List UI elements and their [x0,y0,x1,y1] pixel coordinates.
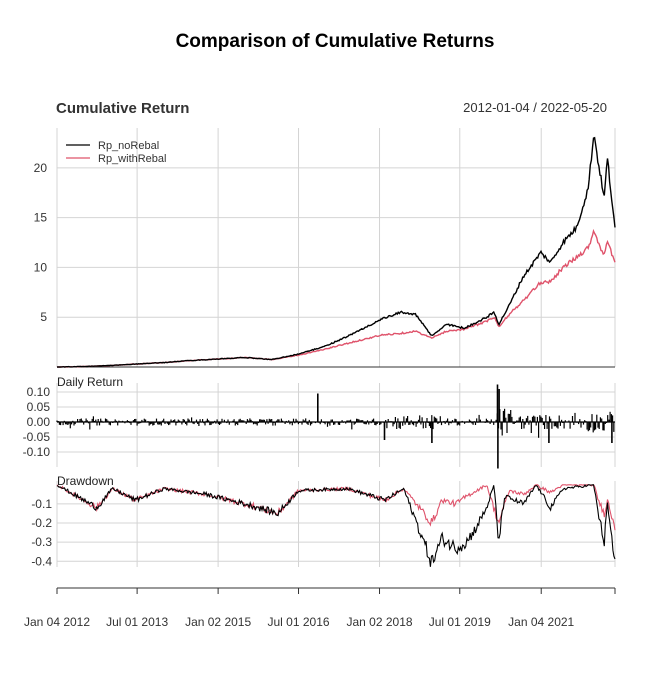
drawdown-panel: Drawdown -0.1 -0.2 -0.3 -0.4 [31,474,616,568]
cum-ytick-1: 10 [34,260,48,274]
dd-ytick-3: -0.4 [31,554,52,568]
daily-ytick-2: 0.00 [27,415,51,429]
x-tick-label-2: Jan 02 2015 [185,615,251,629]
drawdown-line-rp-norebal [56,483,616,567]
x-tick-label-3: Jul 01 2016 [267,615,329,629]
dd-ytick-1: -0.2 [31,516,52,530]
chart-subtitle: Cumulative Return [56,100,189,117]
cum-ytick-0: 5 [40,310,47,324]
daily-return-label: Daily Return [57,375,123,389]
drawdown-label: Drawdown [57,474,114,488]
daily-return-panel: Daily Return 0.100.050.00-0.05-0.10 [23,375,616,469]
daily-ytick-3: -0.05 [23,430,51,444]
dd-ytick-2: -0.3 [31,535,52,549]
x-tick-label-1: Jul 01 2013 [106,615,168,629]
daily-ytick-0: 0.10 [27,385,51,399]
legend-label-rp-withrebal: Rp_withRebal [98,153,166,165]
daily-ytick-4: -0.10 [23,445,51,459]
cumulative-return-panel: 5 10 15 20 [34,128,616,368]
legend-label-rp-norebal: Rp_noRebal [98,140,159,152]
x-tick-label-4: Jan 02 2018 [346,615,412,629]
x-tick-label-6: Jan 04 2021 [508,615,574,629]
x-tick-label-0: Jan 04 2012 [24,615,90,629]
chart-title: Comparison of Cumulative Returns [176,31,495,52]
legend: Rp_noRebal Rp_withRebal [66,140,166,165]
series-line-rp-norebal [57,136,616,368]
cum-ytick-2: 15 [34,211,48,225]
daily-ytick-1: 0.05 [27,400,51,414]
series-line-rp-withrebal [56,228,616,368]
dd-ytick-0: -0.1 [31,497,52,511]
date-range: 2012-01-04 / 2022-05-20 [463,100,607,115]
cum-ytick-3: 20 [34,161,48,175]
x-axis: Jan 04 2012 Jul 01 2013 Jan 02 2015 Jul 01 … [24,587,616,629]
x-tick-label-5: Jul 01 2019 [429,615,491,629]
